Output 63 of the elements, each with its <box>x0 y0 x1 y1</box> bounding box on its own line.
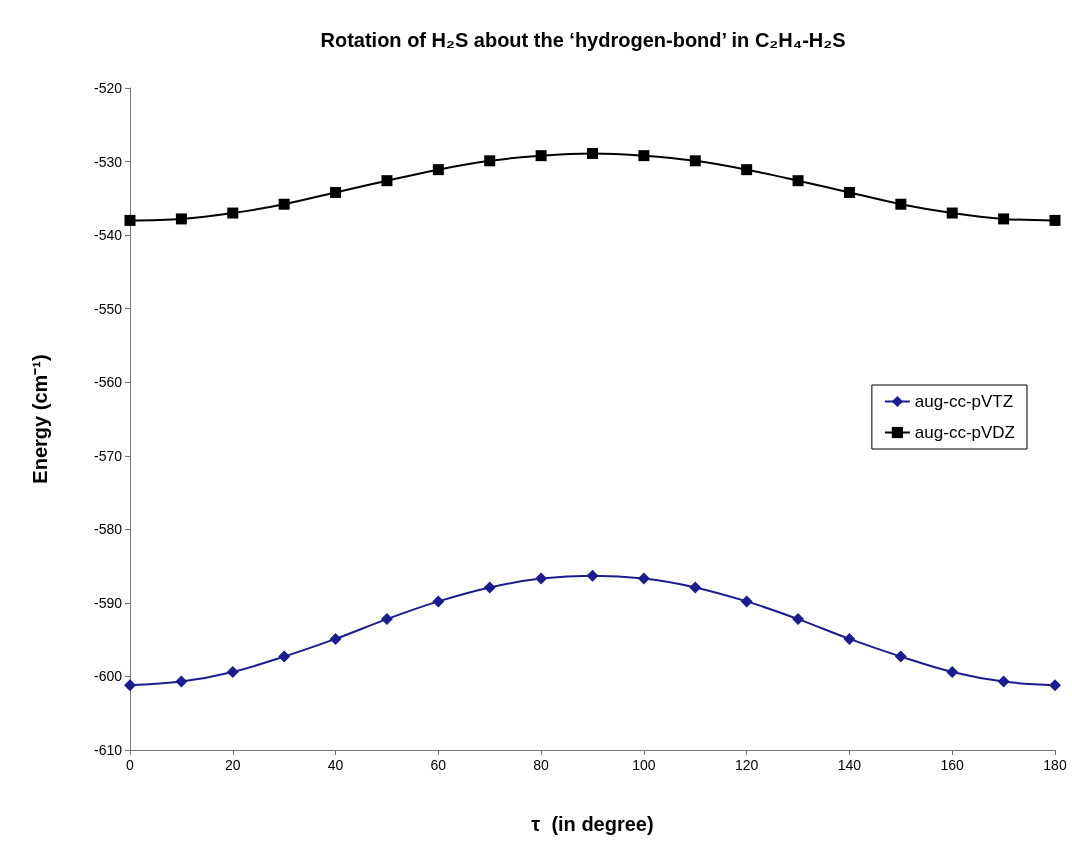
point <box>124 679 136 692</box>
point <box>894 650 907 663</box>
x-tick-label: 20 <box>224 757 241 773</box>
point <box>380 613 393 626</box>
point <box>792 613 805 626</box>
x-tick-label: 120 <box>734 757 759 773</box>
y-tick-label: -610 <box>93 742 123 758</box>
point <box>997 675 1010 688</box>
point <box>329 632 342 645</box>
point <box>792 175 804 187</box>
y-tick-label: -590 <box>93 594 123 611</box>
point <box>946 207 958 219</box>
point <box>740 595 753 608</box>
y-tick-label: -600 <box>93 668 123 685</box>
point <box>535 572 548 585</box>
x-tick-label: 180 <box>1043 757 1067 773</box>
point <box>689 581 702 594</box>
x-tick-label: 160 <box>940 757 965 773</box>
x-tick-label: 40 <box>327 757 344 773</box>
point <box>483 581 496 594</box>
x-tick-label: 100 <box>632 757 656 773</box>
x-tick-label: 0 <box>126 757 135 773</box>
point <box>381 175 393 187</box>
y-tick-label: -550 <box>93 300 123 317</box>
y-tick-label: -520 <box>93 80 123 96</box>
point <box>432 595 445 608</box>
point <box>175 675 188 688</box>
chart-title: Rotation of H₂S about the ‘hydrogen-bond’ in C₂H₄-H₂S <box>320 29 846 51</box>
y-tick-label: -540 <box>93 227 123 244</box>
point <box>330 186 342 198</box>
x-tick-label: 60 <box>430 757 447 773</box>
y-axis-title: Energy (cm⁻¹) <box>29 354 51 484</box>
point <box>226 666 239 679</box>
point <box>484 155 496 167</box>
point <box>586 569 599 582</box>
point <box>535 150 547 162</box>
x-tick-label: 80 <box>533 757 550 773</box>
y-tick-label: -530 <box>93 153 123 170</box>
point <box>998 213 1010 225</box>
point <box>843 632 856 645</box>
point <box>278 198 290 210</box>
x-axis-title: τ (in degree) <box>531 813 654 835</box>
point <box>689 155 701 167</box>
legend-label: aug-cc-pVDZ <box>914 423 1015 442</box>
point <box>843 186 855 198</box>
point <box>124 214 136 226</box>
point <box>946 666 959 679</box>
y-tick-label: -580 <box>93 521 123 538</box>
point <box>432 164 444 176</box>
legend-label: aug-cc-pVTZ <box>914 392 1014 411</box>
x-tick-label: 140 <box>837 757 862 773</box>
point <box>278 650 291 663</box>
point <box>227 207 239 219</box>
point <box>175 213 187 225</box>
point <box>637 572 650 585</box>
point <box>741 164 753 176</box>
y-tick-label: -570 <box>93 447 123 464</box>
point <box>895 198 907 210</box>
point <box>1049 679 1061 692</box>
y-tick-label: -560 <box>93 374 123 391</box>
point <box>638 150 650 162</box>
point <box>1049 214 1061 226</box>
point <box>587 147 598 159</box>
